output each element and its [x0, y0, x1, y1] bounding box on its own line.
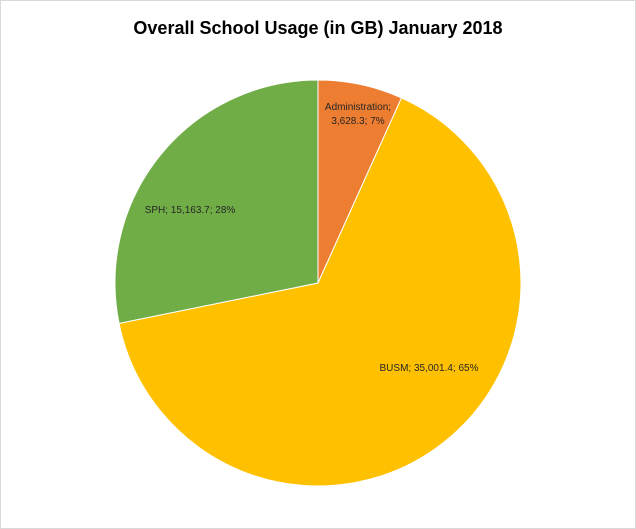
data-label-administration: Administration; 3,628.3; 7%: [325, 102, 391, 127]
pie-slice-sph: [114, 79, 319, 324]
chart-title: Overall School Usage (in GB) January 201…: [133, 18, 503, 38]
data-label-sph: SPH; 15,163.7; 28%: [145, 205, 236, 216]
data-label-busm: BUSM; 35,001.4; 65%: [380, 363, 479, 374]
pie-slice-busm: [118, 97, 522, 487]
